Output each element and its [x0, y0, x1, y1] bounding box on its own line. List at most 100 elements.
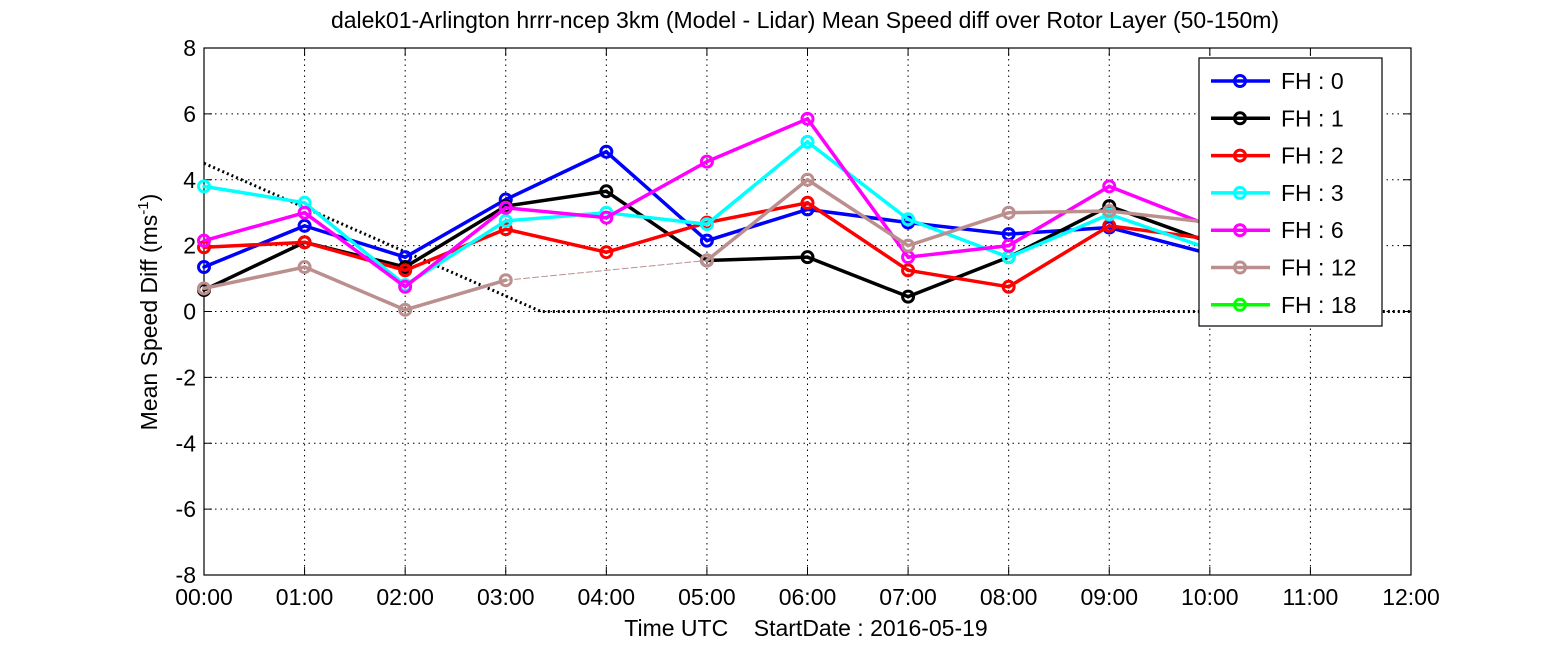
- series-segment: [705, 255, 810, 263]
- data-point: [297, 235, 312, 250]
- series-gap-segment: [505, 259, 708, 281]
- data-point: [599, 210, 614, 225]
- series-segment: [705, 207, 810, 243]
- y-axis-label-main: Mean Speed Diff (ms: [136, 215, 162, 431]
- data-point: [699, 154, 714, 169]
- series-fh-12: [197, 172, 1217, 317]
- series-segment: [403, 197, 508, 259]
- series-segment: [1107, 225, 1212, 256]
- data-point: [800, 134, 815, 149]
- legend-label: FH : 0: [1281, 68, 1344, 94]
- series-segment: [604, 210, 709, 226]
- x-tick-label: 08:00: [980, 584, 1038, 610]
- data-point: [599, 184, 614, 199]
- series-segment: [403, 205, 508, 289]
- data-point: [1001, 279, 1016, 294]
- y-tick-label: -8: [176, 562, 196, 588]
- data-point: [800, 111, 815, 126]
- series-segment: [504, 205, 609, 220]
- data-point: [498, 273, 513, 288]
- series-segment: [202, 240, 307, 250]
- data-point: [197, 260, 211, 275]
- legend-marker: [1233, 297, 1247, 312]
- axis-ticks: 00:00 01:00 02:00 03:00 04:00 05:00 06:00 07:00…: [175, 35, 1440, 610]
- series-segment: [906, 210, 1011, 248]
- series-segment: [1006, 212, 1111, 259]
- data-point: [197, 233, 211, 248]
- series-segment: [403, 227, 508, 273]
- series-segment: [202, 265, 307, 291]
- series-segment: [705, 140, 810, 226]
- series-segment: [1006, 184, 1111, 248]
- series-segment: [805, 207, 910, 225]
- y-tick-label: -4: [176, 430, 197, 456]
- y-tick-label: 4: [183, 167, 196, 193]
- series-segment: [302, 240, 407, 273]
- data-point: [398, 263, 413, 278]
- series-segment: [805, 140, 910, 222]
- x-tick-label: 01:00: [276, 584, 334, 610]
- series-segment: [403, 278, 508, 312]
- series-segment: [202, 184, 307, 205]
- data-point: [498, 213, 513, 228]
- data-point: [498, 200, 513, 215]
- series-segment: [504, 150, 609, 202]
- data-point: [599, 144, 614, 159]
- series-segment: [705, 117, 810, 164]
- series-segment: [1107, 212, 1212, 251]
- series-segment: [705, 201, 810, 225]
- legend-marker: [1233, 223, 1247, 238]
- series-segment: [302, 224, 407, 259]
- y-axis-label-end: ): [136, 194, 162, 202]
- x-tick-label: 02:00: [376, 584, 434, 610]
- series-segment: [1006, 209, 1111, 215]
- series-segment: [805, 201, 910, 273]
- series-segment: [302, 265, 407, 312]
- x-tick-label: 12:00: [1382, 584, 1440, 610]
- data-point: [901, 212, 916, 227]
- legend-label: FH : 1: [1281, 105, 1344, 131]
- series-segment: [805, 178, 910, 248]
- y-tick-label: 2: [183, 233, 196, 259]
- data-point: [1001, 205, 1016, 220]
- series-segment: [504, 210, 609, 223]
- x-axis-label: Time UTC StartDate : 2016-05-19: [624, 615, 987, 641]
- legend-label: FH : 6: [1281, 217, 1344, 243]
- series-segment: [906, 243, 1011, 259]
- series-segment: [1006, 224, 1111, 289]
- series-segment: [906, 268, 1011, 289]
- x-tick-label: 03:00: [477, 584, 535, 610]
- series-segment: [705, 178, 810, 263]
- chart-title: dalek01-Arlington hrrr-ncep 3km (Model -…: [331, 7, 1279, 33]
- x-tick-label: 00:00: [175, 584, 233, 610]
- data-point: [398, 302, 413, 317]
- data-point: [699, 233, 714, 248]
- data-point: [800, 195, 815, 210]
- series-segment: [604, 159, 709, 220]
- legend-marker: [1233, 111, 1247, 126]
- x-tick-label: 11:00: [1282, 584, 1338, 610]
- y-tick-label: -2: [176, 364, 196, 390]
- x-tick-label: 07:00: [879, 584, 937, 610]
- series-segment: [202, 240, 307, 292]
- data-point: [1001, 238, 1016, 253]
- data-point: [699, 253, 714, 268]
- legend-marker: [1233, 74, 1247, 88]
- series-segment: [604, 220, 709, 254]
- x-tick-label: 10:00: [1181, 584, 1239, 610]
- y-axis-label: Mean Speed Diff (ms-1): [135, 194, 162, 431]
- legend-marker: [1233, 260, 1247, 275]
- x-tick-label: 05:00: [678, 584, 736, 610]
- data-point: [297, 260, 312, 275]
- data-point: [800, 250, 815, 265]
- series-segment: [202, 210, 307, 243]
- series-segment: [302, 201, 407, 287]
- series-segment: [403, 204, 508, 269]
- y-tick-label: 8: [183, 35, 196, 61]
- series-segment: [906, 217, 1011, 259]
- x-tick-label: 04:00: [578, 584, 636, 610]
- data-point: [398, 279, 413, 294]
- legend-marker: [1233, 185, 1247, 200]
- y-tick-label: -6: [176, 496, 196, 522]
